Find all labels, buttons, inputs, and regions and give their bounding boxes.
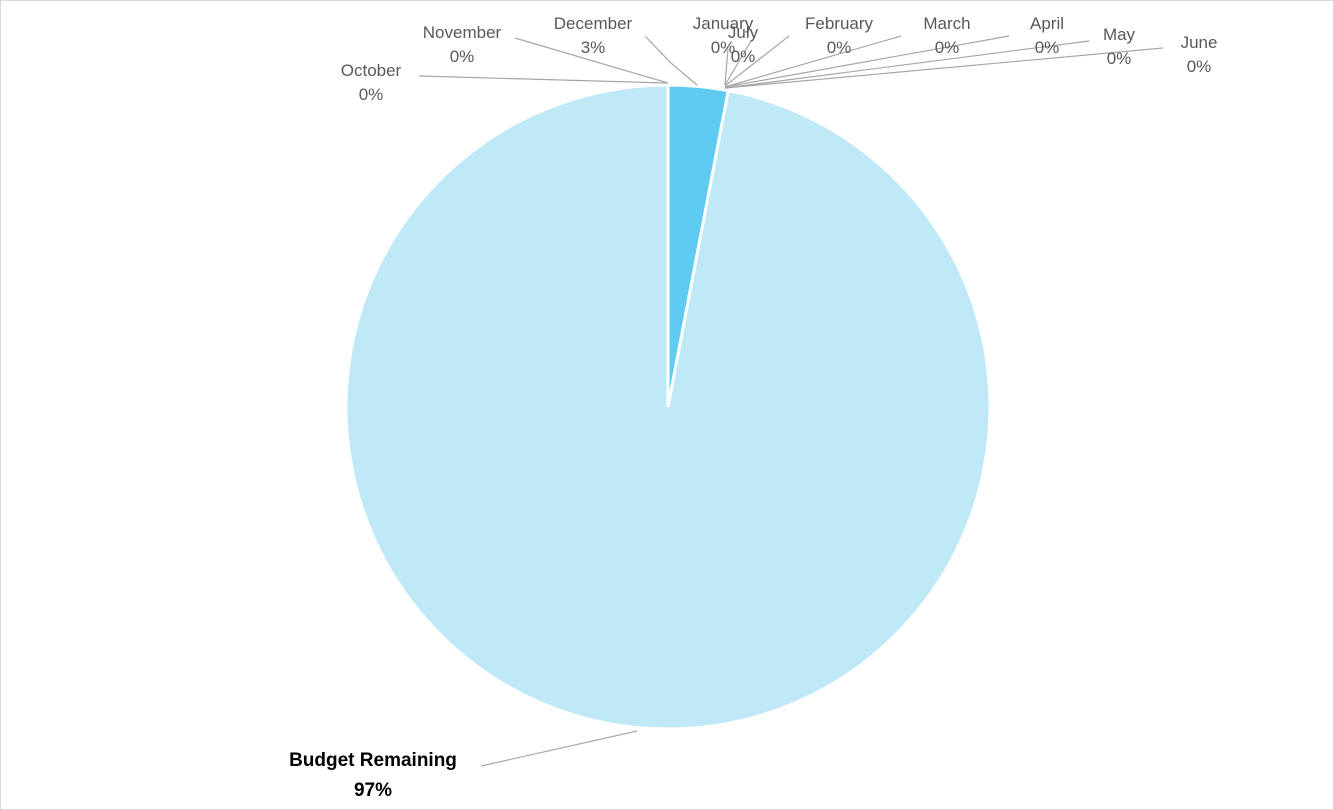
leader-line-budget-remaining (480, 730, 638, 767)
data-label-name: December (554, 14, 633, 33)
leader-line-january (724, 40, 752, 86)
data-label-name: Budget Remaining (289, 750, 457, 771)
data-label-name: October (341, 61, 402, 80)
data-label-budget-remaining: Budget Remaining 97% (289, 750, 457, 801)
data-label-february: February 0% (805, 14, 874, 57)
data-label-april: April 0% (1030, 14, 1064, 57)
data-label-percent: 0% (711, 38, 736, 57)
data-label-percent: 0% (359, 85, 384, 104)
data-label-june: June 0% (1181, 33, 1218, 76)
data-label-october: October 0% (341, 61, 402, 104)
data-labels: Budget Remaining 97% October 0% November 0% De… (289, 14, 1217, 801)
leader-line-november (514, 37, 669, 84)
data-label-july: July 0% (728, 23, 759, 66)
data-label-january: January 0% (693, 14, 754, 57)
data-label-name: February (805, 14, 874, 33)
pie-slices (344, 83, 992, 731)
leader-line-december (644, 35, 698, 86)
leader-line-july (724, 48, 729, 86)
data-label-december: December 3% (554, 14, 633, 57)
data-label-name: November (423, 23, 502, 42)
data-label-percent: 0% (1035, 38, 1060, 57)
data-label-percent: 0% (731, 47, 756, 66)
leader-line-march (724, 35, 902, 88)
data-label-percent: 3% (581, 38, 606, 57)
data-label-march: March 0% (923, 14, 970, 57)
leader-lines (418, 35, 1164, 767)
pie-slice-budget-remaining (344, 83, 992, 731)
data-label-percent: 0% (1107, 49, 1132, 68)
data-label-may: May 0% (1103, 25, 1136, 68)
data-label-name: April (1030, 14, 1064, 33)
data-label-percent: 97% (354, 780, 392, 801)
leader-line-february (724, 35, 790, 87)
data-label-name: January (693, 14, 754, 33)
data-label-percent: 0% (450, 47, 475, 66)
data-label-november: November 0% (423, 23, 502, 66)
data-label-name: May (1103, 25, 1136, 44)
data-label-percent: 0% (935, 38, 960, 57)
leader-line-april (724, 35, 1010, 88)
leader-line-october (418, 75, 668, 84)
data-label-name: July (728, 23, 759, 42)
leader-line-june (724, 47, 1164, 89)
data-label-percent: 0% (1187, 57, 1212, 76)
data-label-percent: 0% (827, 38, 852, 57)
data-label-name: June (1181, 33, 1218, 52)
data-label-name: March (923, 14, 970, 33)
leader-line-may (724, 40, 1090, 89)
